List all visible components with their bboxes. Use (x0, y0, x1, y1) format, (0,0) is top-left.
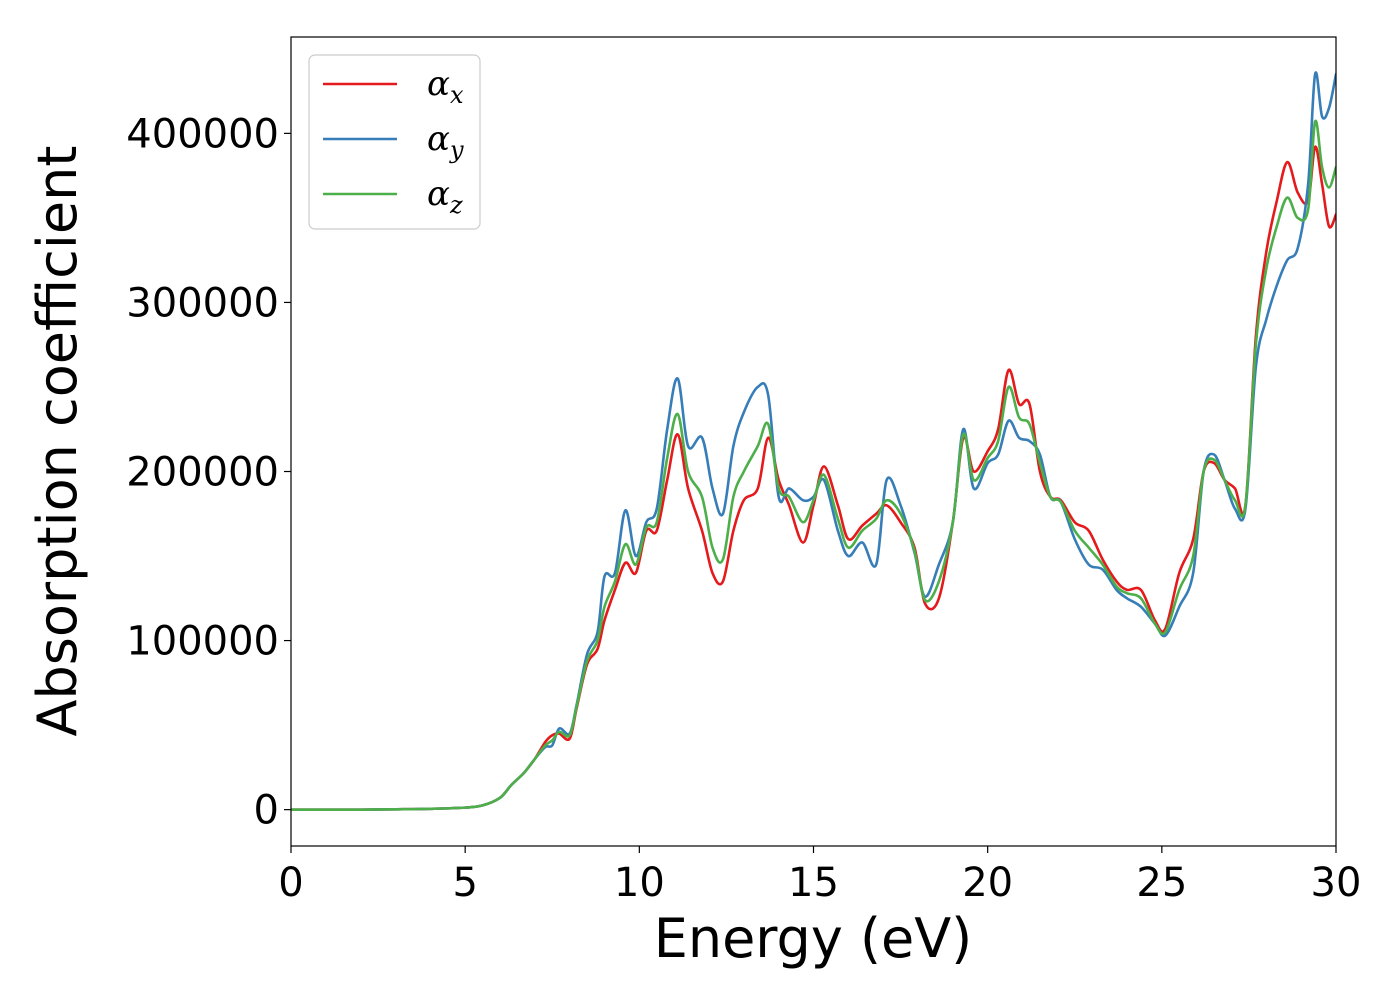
y-tick-label: 300000 (126, 280, 279, 326)
legend-label-y: αy (427, 119, 464, 164)
series-line-y (291, 71, 1336, 811)
x-axis: 0 5 10 15 20 25 30 (278, 846, 1361, 906)
y-axis: 0 100000 200000 300000 400000 (126, 111, 291, 834)
series-line-x (291, 145, 1336, 811)
legend-label-subscript: z (449, 191, 463, 219)
legend-label-symbol: α (427, 64, 450, 104)
legend-label-subscript: y (449, 136, 464, 164)
x-tick-label: 20 (962, 860, 1013, 906)
x-tick-label: 25 (1136, 860, 1187, 906)
y-tick-label: 200000 (126, 450, 279, 496)
x-tick-label: 15 (788, 860, 839, 906)
legend-label-symbol: α (427, 119, 450, 159)
x-axis-title: Energy (eV) (654, 907, 973, 970)
y-tick-label: 100000 (126, 619, 279, 665)
series-line-z (291, 119, 1336, 811)
legend-label-symbol: α (427, 174, 450, 214)
legend-box (308, 54, 481, 230)
legend-label-x: αx (427, 64, 464, 109)
y-tick-label: 400000 (126, 111, 279, 157)
y-axis-title: Absorption coefficient (26, 146, 89, 737)
x-tick-label: 0 (278, 860, 303, 906)
y-tick-label: 0 (254, 788, 279, 834)
x-tick-label: 10 (614, 860, 665, 906)
series-layer (291, 71, 1336, 811)
x-tick-label: 30 (1311, 860, 1362, 906)
x-tick-label: 5 (452, 860, 477, 906)
legend-label-subscript: x (450, 81, 464, 109)
plot-area (290, 36, 1337, 847)
legend-label-z: αz (427, 174, 463, 219)
